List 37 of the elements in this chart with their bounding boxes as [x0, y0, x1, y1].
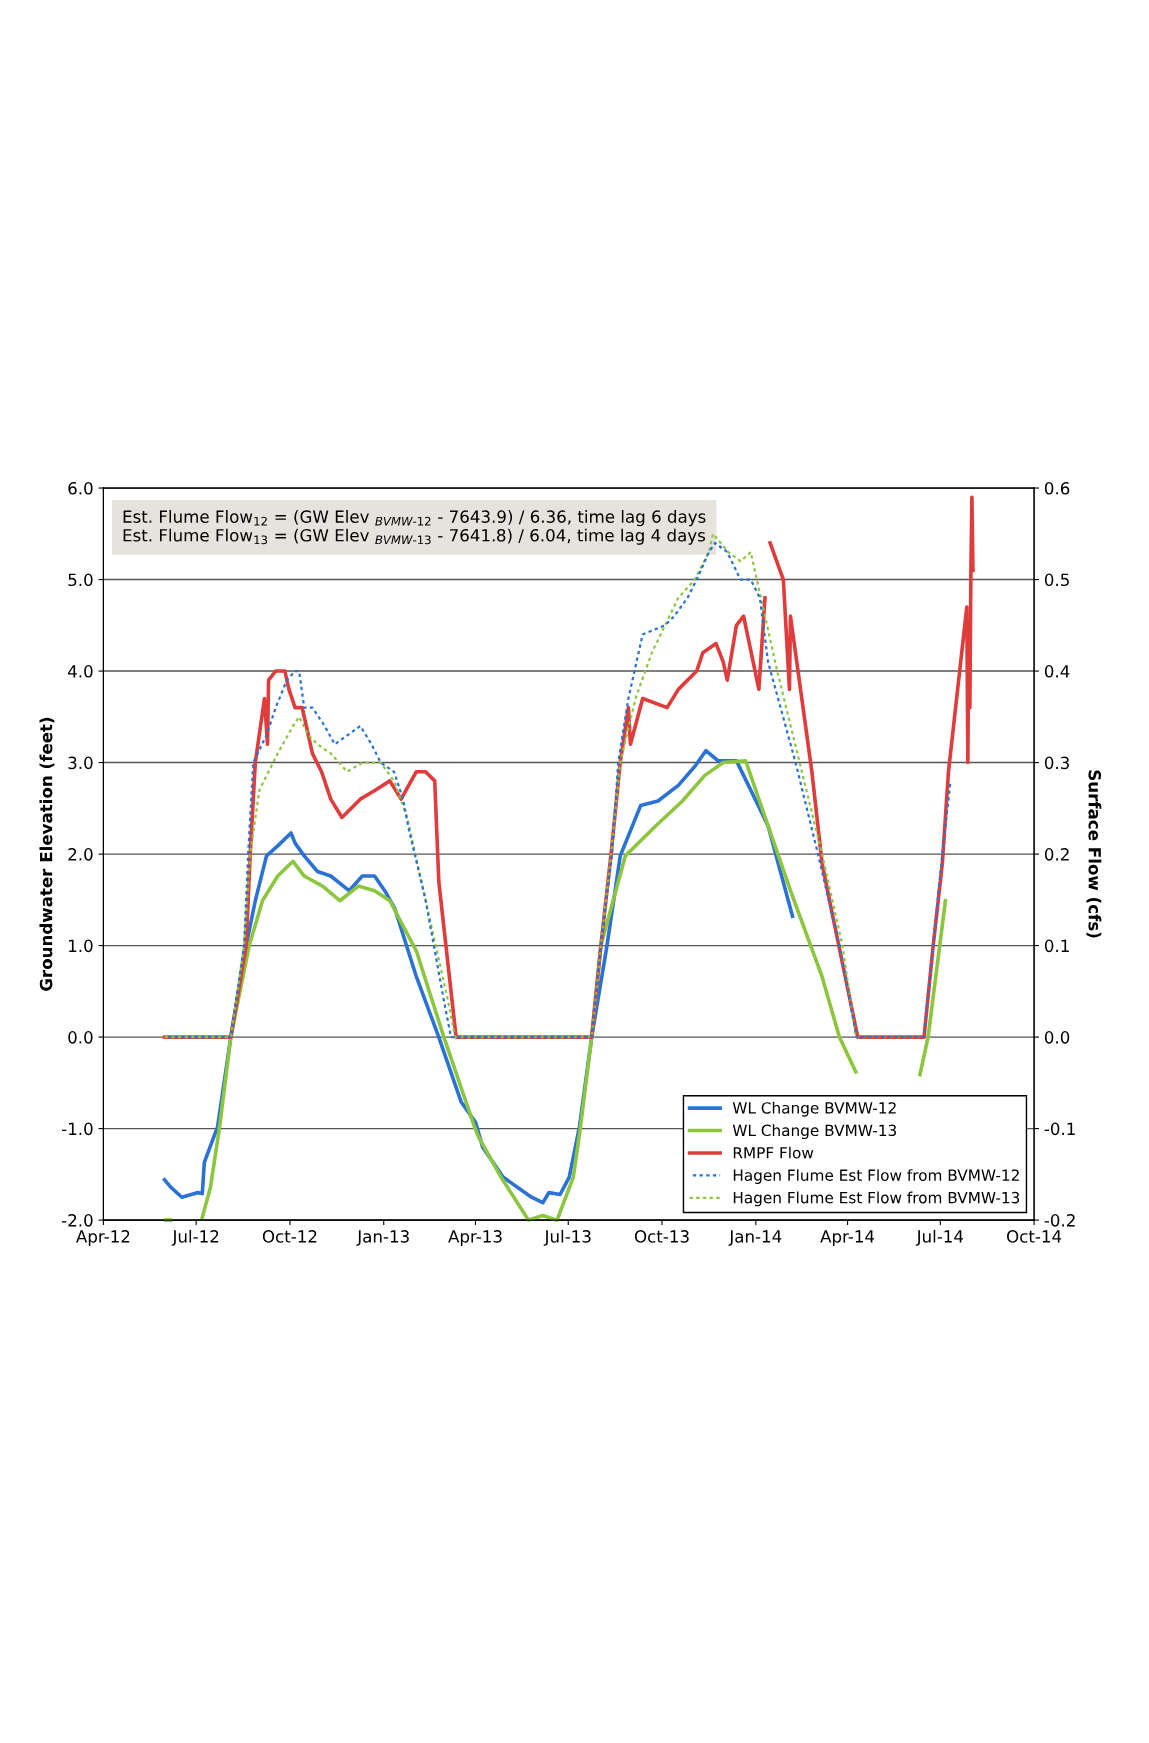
x-tick-label: Oct-12: [262, 1230, 317, 1243]
x-tick-label: Jul-12: [171, 1229, 219, 1246]
y2-tick-label: -0.2: [1044, 1214, 1075, 1227]
y-tick-label: 2.0: [68, 848, 93, 861]
y2-tick-label: 0.6: [1044, 482, 1070, 495]
y2-tick-label: 0.3: [1044, 756, 1069, 770]
y-tick-label: 1.0: [69, 939, 93, 953]
x-tick-label: Oct-13: [634, 1230, 689, 1243]
x-tick-label: Jan-13: [356, 1230, 409, 1246]
y-tick-label: -1.0: [61, 1122, 93, 1136]
x-tick-label: Apr-12: [76, 1230, 130, 1246]
y2-tick-label: 0.2: [1044, 848, 1069, 861]
x-tick-label: Jul-13: [543, 1229, 591, 1246]
y-tick-label: 4.0: [68, 665, 93, 678]
y2-axis-title: Surface Flow (cfs): [1086, 770, 1102, 938]
y-tick-label: 5.0: [68, 573, 93, 587]
y2-tick-label: 0.1: [1044, 939, 1069, 953]
x-tick-label: Apr-13: [448, 1230, 502, 1246]
legend-label: WL Change BVMW-13: [732, 1124, 897, 1140]
y-tick-label: 3.0: [68, 756, 93, 770]
y-tick-label: -2.0: [61, 1214, 93, 1227]
y-axis-title: Groundwater Elevation (feet): [39, 717, 55, 991]
text: Est. Flume Flow$_{12}$ = (GW Elev $_{BVMW-12}$ - 7643.9) / 6.36, time lag 6 days Est. Flume Flow$_{13}$ = (GW Elev $_{BVMW-13}$ - 7641.8) / 6.04, time lag 4 days: [123, 510, 706, 545]
y2-tick-label: 0.4: [1044, 665, 1070, 678]
x-tick-label: Oct-14: [1007, 1230, 1062, 1243]
y2-tick-label: -0.1: [1044, 1122, 1075, 1136]
x-tick-label: Apr-14: [820, 1230, 875, 1246]
y-tick-label: 6.0: [68, 482, 93, 495]
legend-label: WL Change BVMW-12: [732, 1101, 896, 1117]
y2-tick-label: 0.0: [1044, 1031, 1070, 1044]
y-tick-label: 0.0: [68, 1031, 93, 1044]
legend-label: RMPF Flow: [733, 1146, 814, 1159]
x-tick-label: Jul-14: [915, 1229, 964, 1246]
legend-label: Hagen Flume Est Flow from BVMW-12: [733, 1169, 1019, 1184]
x-tick-label: Jan-14: [728, 1230, 782, 1246]
legend-label: Hagen Flume Est Flow from BVMW-13: [733, 1191, 1020, 1207]
y2-tick-label: 0.5: [1044, 573, 1069, 587]
